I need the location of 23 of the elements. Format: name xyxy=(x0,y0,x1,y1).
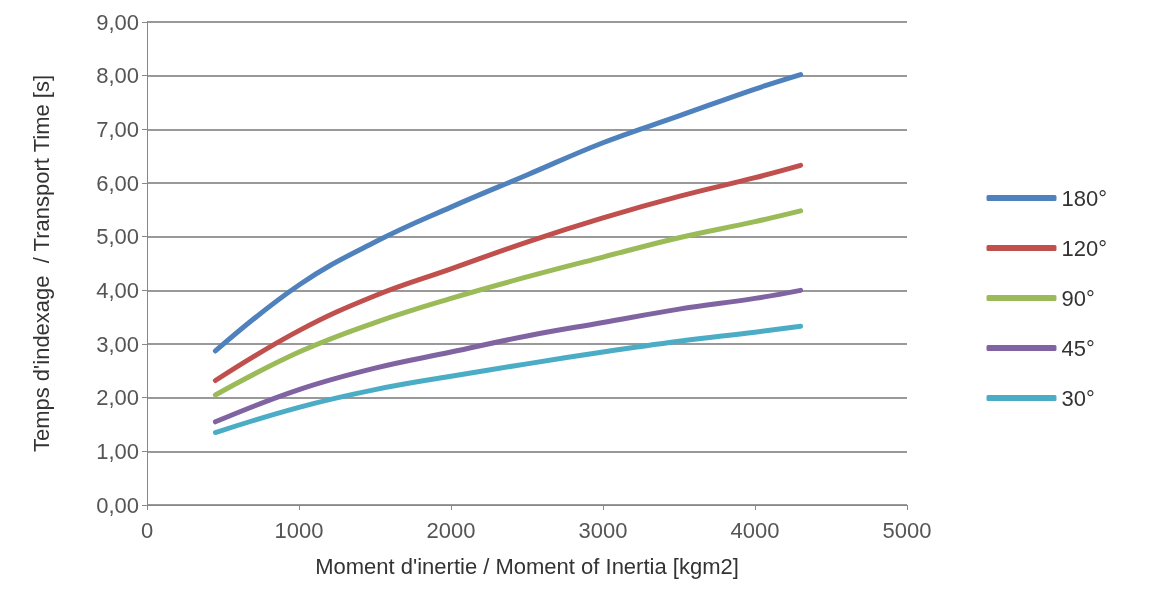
y-tick-label: 9,00 xyxy=(96,9,139,35)
legend-label: 120° xyxy=(1061,235,1108,261)
x-tick-label: 0 xyxy=(140,517,154,543)
y-axis-title: Temps d'indexage / Transport Time [s] xyxy=(28,74,54,453)
y-tick-label: 3,00 xyxy=(96,331,139,357)
legend-label: 30° xyxy=(1061,385,1095,411)
y-tick-label: 6,00 xyxy=(96,170,139,196)
y-tick-label: 0,00 xyxy=(96,492,139,518)
y-tick-label: 1,00 xyxy=(96,438,139,464)
y-tick-label: 5,00 xyxy=(96,224,139,250)
x-tick-label: 1000 xyxy=(274,517,324,543)
y-tick-label: 2,00 xyxy=(96,385,139,411)
y-tick-label: 8,00 xyxy=(96,63,139,89)
legend-label: 90° xyxy=(1061,285,1095,311)
x-tick-label: 3000 xyxy=(578,517,628,543)
x-axis-title: Moment d'inertie / Moment of Inertia [kgm2] xyxy=(315,553,739,579)
y-tick-label: 4,00 xyxy=(96,277,139,303)
x-tick-label: 2000 xyxy=(426,517,476,543)
x-tick-label: 5000 xyxy=(882,517,932,543)
y-tick-label: 7,00 xyxy=(96,116,139,142)
legend-label: 180° xyxy=(1061,185,1108,211)
x-tick-label: 4000 xyxy=(730,517,780,543)
legend-label: 45° xyxy=(1061,335,1095,361)
